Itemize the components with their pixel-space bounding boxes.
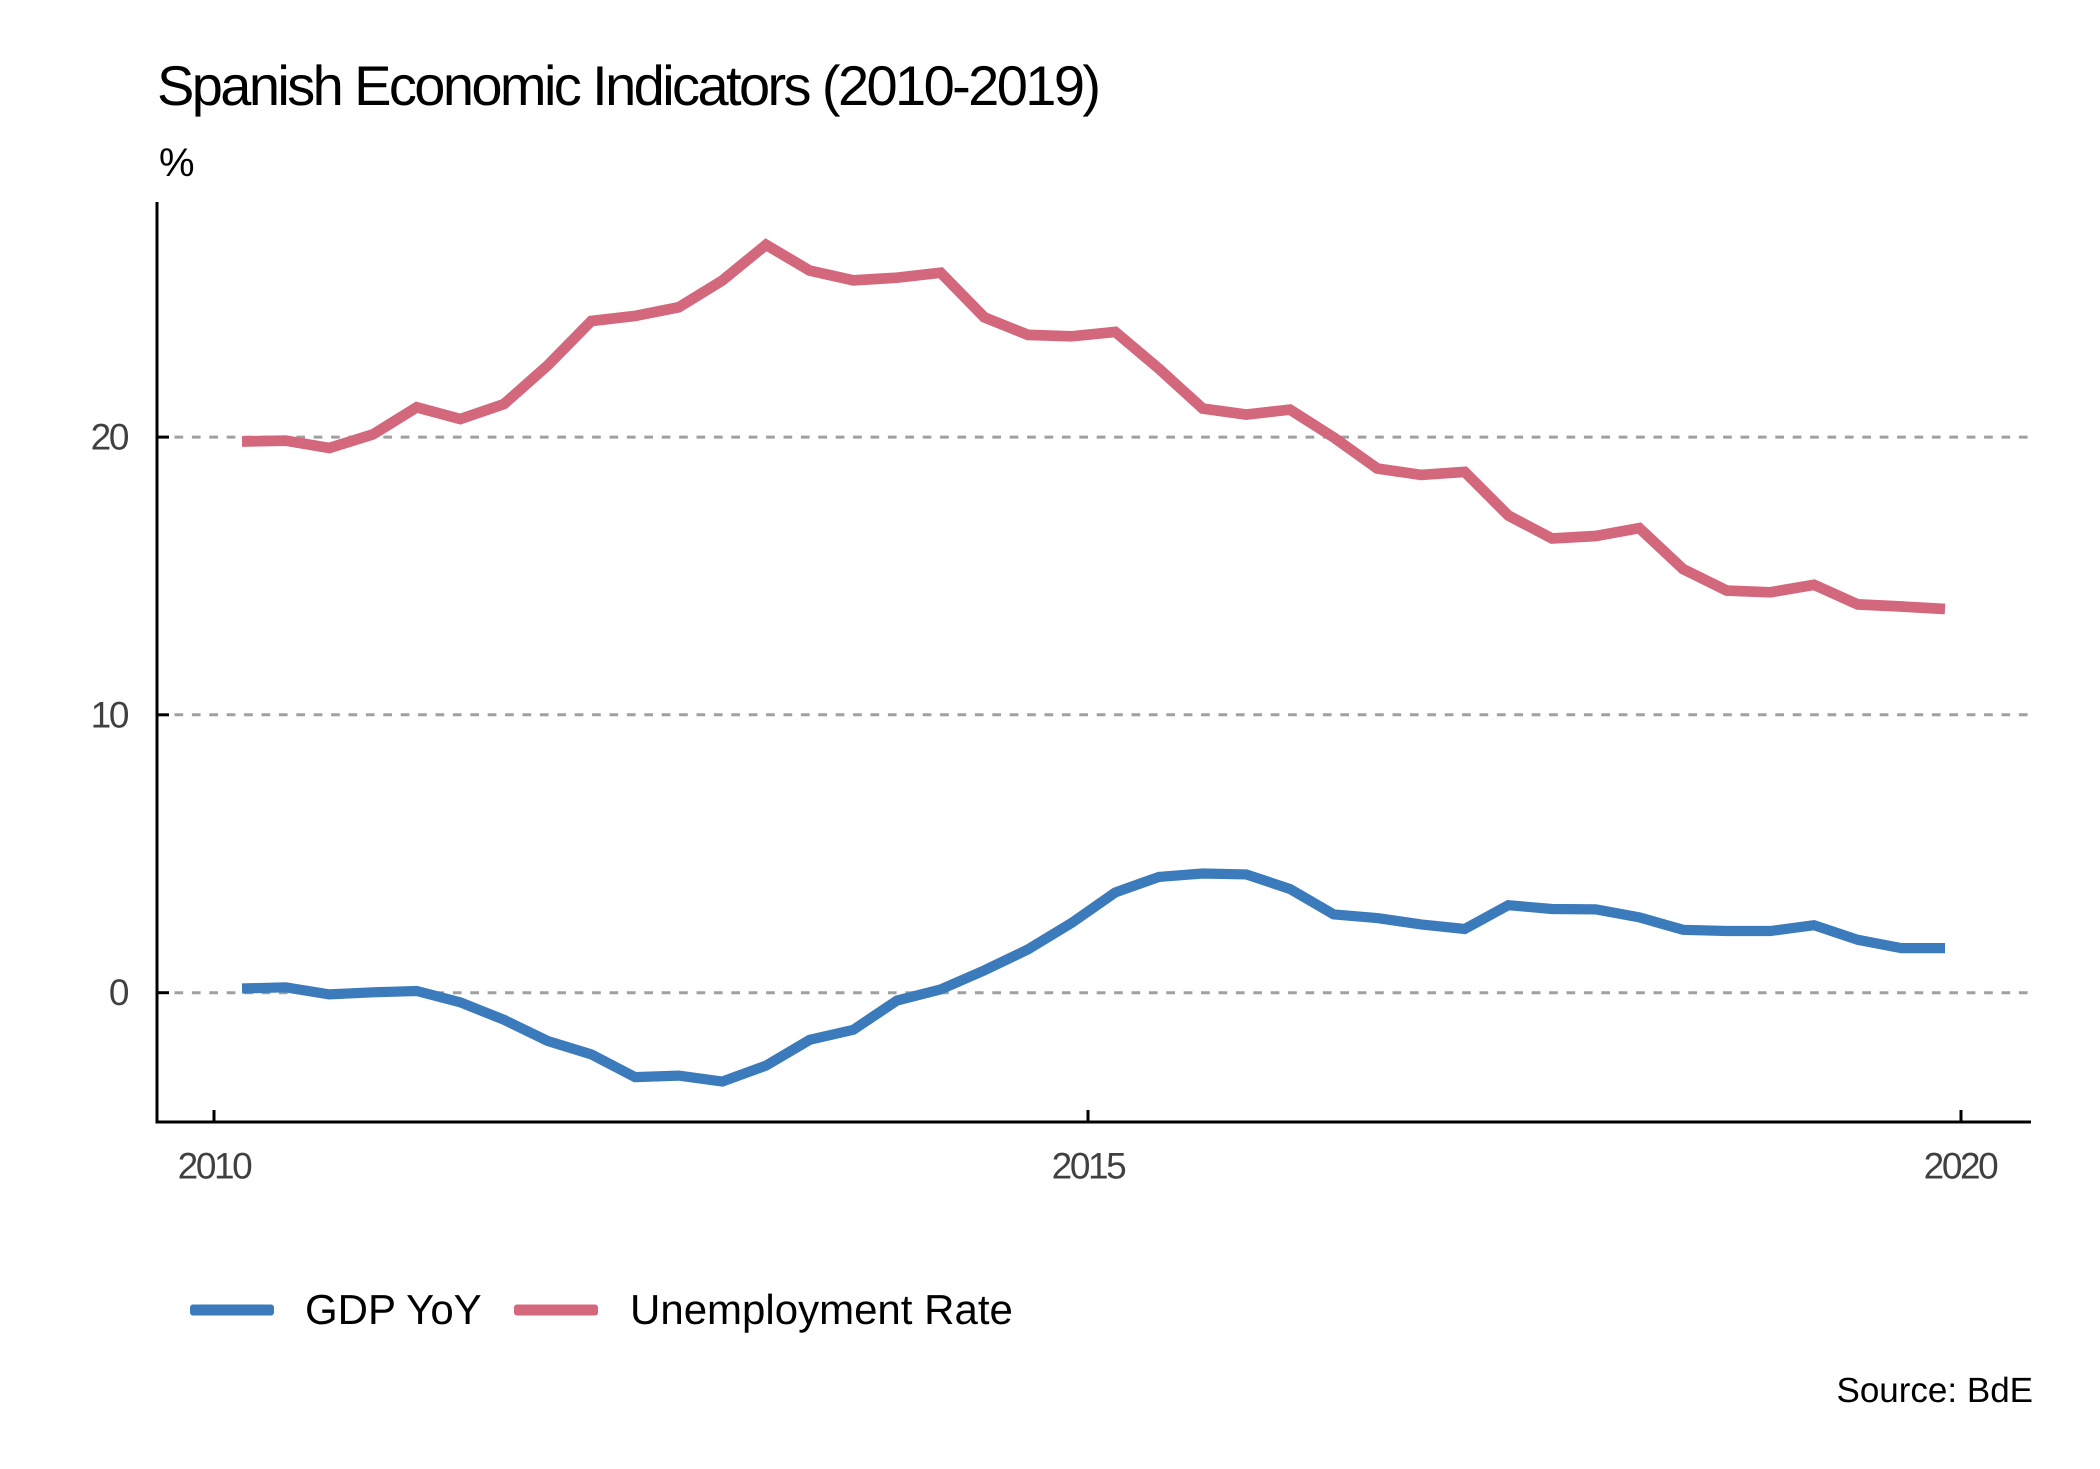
svg-text:2010: 2010 [178,1146,253,1187]
svg-text:2020: 2020 [1924,1146,1999,1187]
svg-text:Unemployment Rate: Unemployment Rate [630,1286,1013,1333]
svg-text:10: 10 [91,694,129,735]
svg-text:0: 0 [109,972,129,1013]
svg-text:GDP YoY: GDP YoY [305,1286,482,1333]
svg-text:%: % [159,141,195,185]
svg-text:Spanish Economic Indicators (2: Spanish Economic Indicators (2010-2019) [157,54,1098,117]
svg-text:20: 20 [91,417,129,458]
svg-text:Source: BdE: Source: BdE [1837,1371,2034,1410]
svg-text:2015: 2015 [1052,1146,1127,1187]
